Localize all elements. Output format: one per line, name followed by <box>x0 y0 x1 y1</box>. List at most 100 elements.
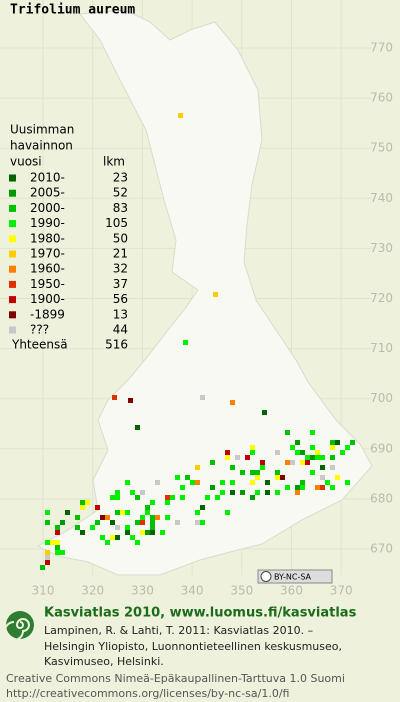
occurrence-cell <box>160 530 165 535</box>
legend-swatch <box>9 311 16 319</box>
legend-total-label: Yhteensä <box>11 338 68 352</box>
occurrence-cell <box>145 510 150 515</box>
occurrence-cell <box>115 525 120 530</box>
occurrence-cell <box>250 450 255 455</box>
occurrence-cell <box>230 400 235 405</box>
occurrence-cell <box>200 520 205 525</box>
occurrence-cell <box>80 530 85 535</box>
legend-swatch <box>9 250 16 258</box>
occurrence-cell <box>220 480 225 485</box>
occurrence-cell <box>60 550 65 555</box>
occurrence-cell <box>150 515 155 520</box>
legend-swatch <box>9 280 16 288</box>
occurrence-cell <box>225 455 230 460</box>
occurrence-cell <box>115 535 120 540</box>
occurrence-cell <box>45 510 50 515</box>
y-tick-label: 720 <box>370 291 393 305</box>
legend-label: 1960- <box>30 262 65 276</box>
occurrence-cell <box>315 485 320 490</box>
observation-cells <box>40 113 355 570</box>
legend-count: 52 <box>113 186 128 200</box>
legend-count: 105 <box>105 216 128 230</box>
occurrence-cell <box>335 440 340 445</box>
occurrence-cell <box>295 485 300 490</box>
occurrence-cell <box>330 445 335 450</box>
legend-swatch <box>9 296 16 304</box>
occurrence-cell <box>325 480 330 485</box>
x-tick-label: 370 <box>330 584 353 598</box>
occurrence-cell <box>315 450 320 455</box>
y-tick-label: 760 <box>370 91 393 105</box>
x-tick-label: 350 <box>230 584 253 598</box>
occurrence-cell <box>235 455 240 460</box>
x-tick-label: 340 <box>181 584 204 598</box>
occurrence-cell <box>135 520 140 525</box>
occurrence-cell <box>55 525 60 530</box>
y-tick-label: 700 <box>370 391 393 405</box>
legend-label: 2005- <box>30 186 65 200</box>
occurrence-cell <box>200 395 205 400</box>
occurrence-cell <box>150 500 155 505</box>
occurrence-cell <box>310 470 315 475</box>
legend: Uusimman havainnon vuosi lkm 2010- 23 2005- 52 2… <box>9 123 128 352</box>
occurrence-cell <box>155 480 160 485</box>
occurrence-cell <box>265 490 270 495</box>
occurrence-cell <box>45 520 50 525</box>
y-tick-label: 750 <box>370 141 393 155</box>
legend-label: 2000- <box>30 201 65 215</box>
occurrence-cell <box>275 490 280 495</box>
occurrence-cell <box>65 510 70 515</box>
occurrence-cell <box>200 505 205 510</box>
occurrence-cell <box>100 515 105 520</box>
occurrence-cell <box>280 475 285 480</box>
occurrence-cell <box>145 505 150 510</box>
logo <box>4 611 34 641</box>
occurrence-cell <box>85 500 90 505</box>
occurrence-cell <box>275 470 280 475</box>
occurrence-cell <box>295 490 300 495</box>
occurrence-cell <box>240 490 245 495</box>
occurrence-cell <box>250 480 255 485</box>
occurrence-cell <box>310 430 315 435</box>
occurrence-cell <box>115 510 120 515</box>
legend-heading: havainnon <box>10 139 73 153</box>
license-line: http://creativecommons.org/licenses/by-n… <box>6 687 289 700</box>
occurrence-cell <box>80 505 85 510</box>
occurrence-cell <box>260 465 265 470</box>
license-line: Creative Commons Nimeä-Epäkaupallinen-Ta… <box>6 672 345 685</box>
occurrence-cell <box>45 555 50 560</box>
occurrence-cell <box>155 515 160 520</box>
occurrence-cell <box>330 465 335 470</box>
occurrence-cell <box>140 520 145 525</box>
occurrence-cell <box>285 460 290 465</box>
occurrence-cell <box>95 505 100 510</box>
occurrence-cell <box>183 340 188 345</box>
occurrence-cell <box>330 485 335 490</box>
occurrence-cell <box>250 445 255 450</box>
occurrence-cell <box>230 490 235 495</box>
occurrence-cell <box>345 445 350 450</box>
occurrence-cell <box>275 450 280 455</box>
occurrence-cell <box>145 530 150 535</box>
occurrence-cell <box>165 500 170 505</box>
occurrence-cell <box>140 490 145 495</box>
occurrence-cell <box>125 530 130 535</box>
occurrence-cell <box>45 540 50 545</box>
x-tick-label: 310 <box>32 584 55 598</box>
occurrence-cell <box>95 520 100 525</box>
occurrence-cell <box>255 475 260 480</box>
occurrence-cell <box>100 535 105 540</box>
occurrence-cell <box>110 520 115 525</box>
occurrence-cell <box>215 495 220 500</box>
legend-count: 37 <box>113 277 128 291</box>
legend-label: 1990- <box>30 216 65 230</box>
legend-count: 44 <box>113 323 128 337</box>
occurrence-cell <box>300 460 305 465</box>
occurrence-cell <box>150 530 155 535</box>
occurrence-cell <box>185 475 190 480</box>
occurrence-cell <box>120 510 125 515</box>
occurrence-cell <box>55 530 60 535</box>
occurrence-cell <box>345 480 350 485</box>
occurrence-cell <box>255 490 260 495</box>
